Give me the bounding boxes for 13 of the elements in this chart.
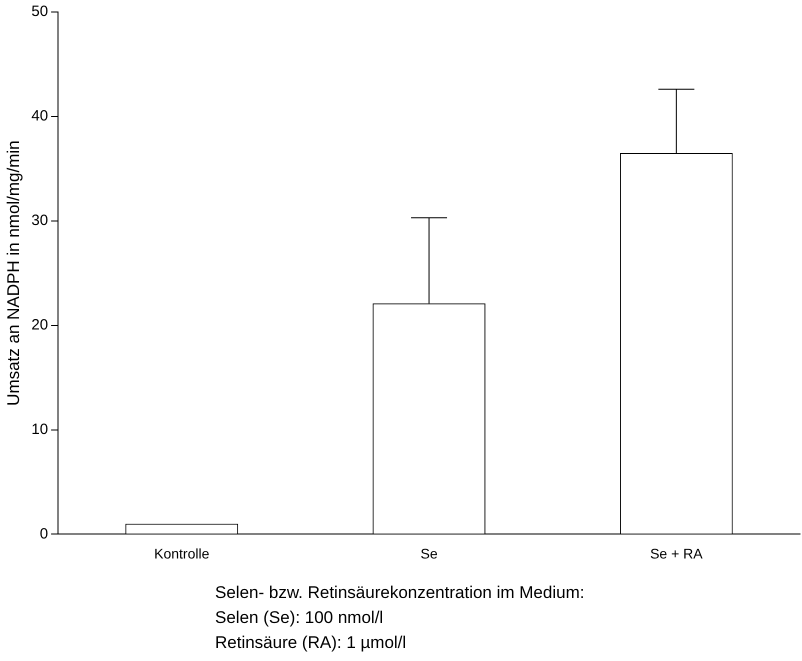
x-tick-label: Kontrolle bbox=[154, 545, 210, 562]
y-tick-label: 20 bbox=[31, 316, 48, 334]
text: Selen- bzw. Retinsäurekonzentration im Medium: bbox=[215, 582, 584, 604]
y-axis-title: Umsatz an NADPH in nmol/mg/min bbox=[4, 140, 23, 406]
text: Selen (Se): 100 nmol/l bbox=[215, 607, 384, 629]
y-tick-label: 40 bbox=[31, 108, 48, 125]
y-tick-label: 30 bbox=[31, 212, 48, 230]
y-tick-label: 10 bbox=[31, 420, 48, 438]
y-tick-label: 0 bbox=[40, 525, 48, 542]
x-tick-label: Se + RA bbox=[650, 545, 704, 562]
text: Retinsäure (RA): 1 µmol/l bbox=[215, 632, 408, 654]
x-tick-label: Se bbox=[420, 545, 438, 562]
y-tick-label: 50 bbox=[31, 3, 48, 20]
